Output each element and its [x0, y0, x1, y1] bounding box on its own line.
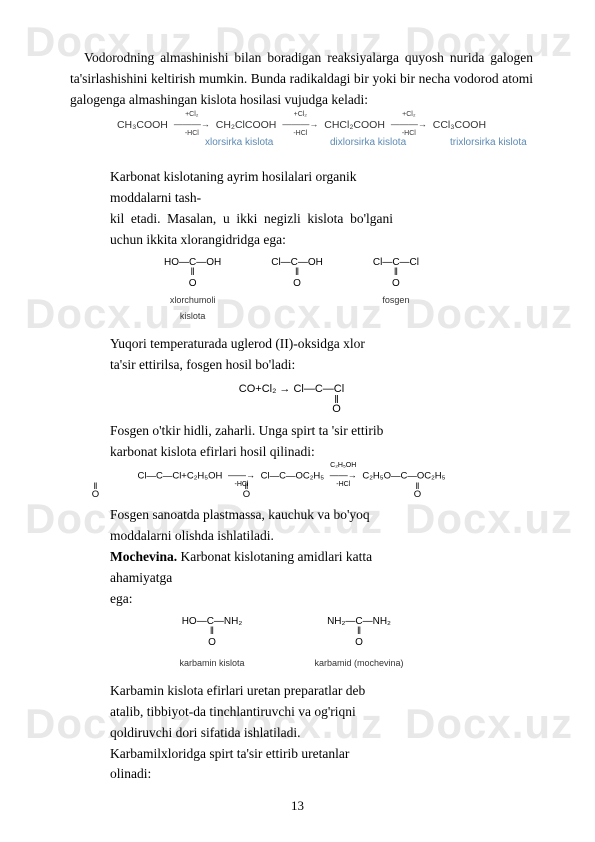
structure-carbamic-acid: HO—C—NH₂ ‖ O karbamin kislota — [179, 614, 244, 671]
reagent: Cl—C—Cl+C₂H₅OH — [138, 470, 223, 481]
product: CCl₃COOH — [433, 119, 486, 131]
formula-line: O — [110, 404, 473, 415]
reaction-arrow: ——→ -HCl — [228, 469, 255, 483]
paragraph-2b: kil etadi. Masalan, u ikki negizli kislo… — [110, 209, 393, 251]
formula-line: O — [164, 276, 221, 292]
formula-line: O — [314, 635, 403, 651]
reaction-arrow: C₂H₅OH ——→ -HCl — [330, 469, 357, 483]
paragraph-1: Vodorodning almashinishi bilan boradigan… — [70, 48, 533, 111]
formula-line: O — [373, 276, 419, 292]
formula-line: O — [179, 635, 244, 651]
reagent: CH₃COOH — [117, 119, 168, 131]
formula-line: O — [271, 276, 323, 292]
paragraph-3: Yuqori temperaturada uglerod (II)-oksidg… — [110, 334, 393, 376]
compound-label: xlorsirka kislota — [205, 135, 273, 151]
paragraph-4: Fosgen o'tkir hidli, zaharli. Unga spirt… — [110, 421, 393, 463]
structure-carbonic-acid: HO—C—OH ‖ O xlorchumoli kislota — [164, 255, 221, 324]
reaction-arrow: +Cl₂ ———→ -HCl — [282, 118, 318, 132]
reaction-arrow: +Cl₂ ———→ -HCl — [391, 118, 427, 132]
heading-mochevina: Mochevina. — [110, 549, 177, 564]
structure-carbamide: NH₂—C—NH₂ ‖ O karbamid (mochevina) — [314, 614, 403, 671]
condition-top: +Cl₂ — [282, 110, 318, 121]
reaction-arrow: +Cl₂ ———→ -HCl — [174, 118, 210, 132]
structure-phosgene: Cl—C—Cl ‖ O fosgen — [373, 255, 419, 324]
paragraph-6: Mochevina. Karbonat kislotaning amidlari… — [110, 547, 393, 589]
compound-label: trixlorsirka kislota — [450, 135, 527, 151]
structure-label: fosgen — [373, 294, 419, 308]
paragraph-6c: ega: — [110, 589, 473, 610]
intermediate: Cl—C—OC₂H₅ — [261, 470, 324, 481]
structure-label: xlorchumoli — [164, 294, 221, 308]
compound-label: dixlorsirka kislota — [330, 135, 406, 151]
condition-bottom: -HCl — [228, 480, 255, 491]
reaction-equation: CO+Cl₂ → Cl—C—Cl — [110, 381, 473, 398]
formula-line: O — [414, 490, 421, 500]
chlorination-reaction: CH₃COOH +Cl₂ ———→ -HCl CH₂ClCOOH +Cl₂ ——… — [70, 117, 533, 133]
formula-line: O — [92, 490, 99, 500]
paragraph-5: Fosgen sanoatda plastmassa, kauchuk va b… — [110, 505, 393, 547]
condition-top: C₂H₅OH — [330, 461, 357, 472]
paragraph-2a: Karbonat kislotaning ayrim hosilalari or… — [110, 167, 393, 209]
carbonate-structures: HO—C—OH ‖ O xlorchumoli kislota Cl—C—OH … — [110, 255, 473, 324]
product: C₂H₅O—C—OC₂H₅ — [362, 470, 445, 481]
product: CH₂ClCOOH — [216, 119, 277, 131]
formula-line: O — [243, 490, 250, 500]
phosgene-formation: CO+Cl₂ → Cl—C—Cl ‖ O — [110, 381, 473, 415]
condition-top: +Cl₂ — [391, 110, 427, 121]
amide-structures: HO—C—NH₂ ‖ O karbamin kislota NH₂—C—NH₂ … — [110, 614, 473, 671]
page-content: Vodorodning almashinishi bilan boradigan… — [0, 0, 595, 815]
structure-label: karbamid (mochevina) — [314, 657, 403, 671]
product: CHCl₂COOH — [324, 119, 385, 131]
paragraph-7: Karbamin kislota efirlari uretan prepara… — [110, 681, 393, 786]
condition-bottom: -HCl — [330, 480, 357, 491]
ester-formation: Cl—C—Cl+C₂H₅OH ——→ -HCl Cl—C—OC₂H₅ C₂H₅O… — [110, 469, 473, 499]
structure-label: kislota — [164, 310, 221, 324]
structure-label: karbamin kislota — [179, 657, 244, 671]
reaction-labels: xlorsirka kislota dixlorsirka kislota tr… — [70, 135, 533, 149]
condition-top: +Cl₂ — [174, 110, 210, 121]
structure-chloroformic: Cl—C—OH ‖ O — [271, 255, 323, 324]
